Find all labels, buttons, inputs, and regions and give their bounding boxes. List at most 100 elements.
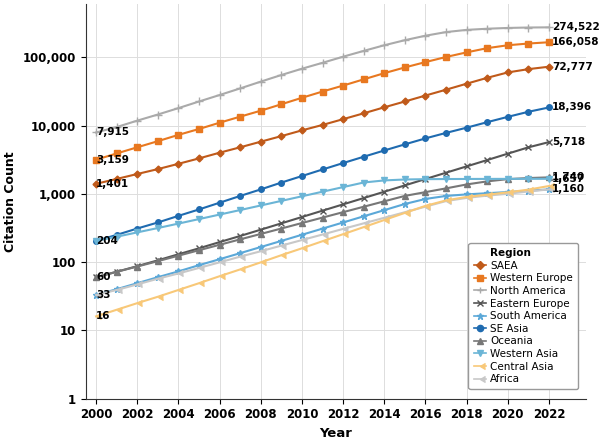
Western Europe: [257, 108, 264, 113]
SE Asia: [216, 200, 223, 206]
Africa: [463, 195, 470, 201]
SAEA: [545, 64, 553, 69]
SAEA: [154, 166, 161, 172]
Text: 60: 60: [96, 272, 111, 282]
SAEA: [175, 161, 182, 166]
Oceania: [93, 274, 100, 280]
Africa: [298, 238, 305, 243]
Line: Western Asia: Western Asia: [93, 176, 551, 244]
South America: [113, 286, 121, 292]
Eastern Europe: [319, 208, 326, 213]
South America: [422, 196, 429, 202]
Africa: [93, 292, 100, 297]
Africa: [216, 260, 223, 265]
Eastern Europe: [93, 274, 100, 280]
Line: South America: South America: [93, 186, 553, 298]
SE Asia: [504, 114, 511, 119]
Africa: [278, 243, 285, 248]
Western Europe: [525, 41, 532, 46]
SAEA: [463, 81, 470, 87]
Central Asia: [278, 253, 285, 258]
SE Asia: [134, 226, 141, 231]
North America: [381, 43, 388, 48]
Text: 166,058: 166,058: [552, 37, 599, 47]
North America: [442, 29, 450, 35]
SE Asia: [401, 142, 408, 147]
Central Asia: [525, 187, 532, 192]
Western Europe: [134, 145, 141, 150]
Text: 1,401: 1,401: [96, 179, 129, 189]
Central Asia: [545, 183, 553, 189]
Western Europe: [195, 127, 202, 132]
South America: [401, 201, 408, 206]
Western Asia: [298, 194, 305, 199]
Central Asia: [216, 274, 223, 279]
Text: 3,159: 3,159: [96, 155, 129, 165]
Western Asia: [175, 221, 182, 226]
Line: North America: North America: [92, 23, 553, 137]
Africa: [360, 221, 367, 226]
North America: [154, 112, 161, 117]
Western Europe: [381, 71, 388, 76]
Western Europe: [339, 83, 347, 88]
Western Asia: [463, 176, 470, 182]
Central Asia: [401, 210, 408, 215]
SAEA: [113, 176, 121, 182]
Central Asia: [298, 246, 305, 251]
Western Europe: [545, 40, 553, 45]
South America: [525, 188, 532, 193]
Western Europe: [298, 95, 305, 100]
Western Asia: [154, 226, 161, 231]
Eastern Europe: [134, 263, 141, 269]
Oceania: [175, 253, 182, 258]
Western Europe: [422, 59, 429, 65]
Eastern Europe: [154, 258, 161, 263]
Text: 7,915: 7,915: [96, 127, 129, 138]
Oceania: [113, 269, 121, 274]
Eastern Europe: [442, 170, 450, 175]
SAEA: [195, 156, 202, 161]
Oceania: [216, 242, 223, 247]
Western Asia: [484, 176, 491, 182]
SAEA: [236, 145, 244, 150]
Eastern Europe: [360, 195, 367, 201]
Western Asia: [195, 216, 202, 222]
Oceania: [525, 175, 532, 181]
Text: 5,718: 5,718: [552, 137, 585, 147]
Africa: [154, 276, 161, 281]
SE Asia: [484, 119, 491, 125]
Western Europe: [154, 139, 161, 144]
Western Europe: [463, 50, 470, 55]
SE Asia: [278, 180, 285, 185]
South America: [216, 257, 223, 262]
Eastern Europe: [298, 214, 305, 220]
Oceania: [422, 190, 429, 195]
Central Asia: [463, 194, 470, 199]
North America: [278, 72, 285, 78]
Oceania: [278, 226, 285, 231]
Africa: [525, 189, 532, 194]
Western Asia: [545, 176, 553, 182]
Central Asia: [175, 287, 182, 293]
Central Asia: [360, 225, 367, 230]
Oceania: [195, 248, 202, 253]
Africa: [257, 249, 264, 254]
Africa: [236, 254, 244, 259]
Oceania: [484, 179, 491, 184]
SE Asia: [113, 232, 121, 238]
Western Asia: [360, 180, 367, 185]
Western Asia: [278, 198, 285, 203]
SE Asia: [339, 160, 347, 166]
Oceania: [154, 258, 161, 264]
Eastern Europe: [113, 269, 121, 274]
North America: [484, 26, 491, 32]
South America: [93, 292, 100, 297]
North America: [257, 79, 264, 84]
SAEA: [134, 171, 141, 177]
Eastern Europe: [381, 189, 388, 194]
South America: [463, 192, 470, 197]
SAEA: [298, 128, 305, 133]
Western Asia: [236, 207, 244, 213]
North America: [236, 86, 244, 91]
Central Asia: [134, 301, 141, 306]
